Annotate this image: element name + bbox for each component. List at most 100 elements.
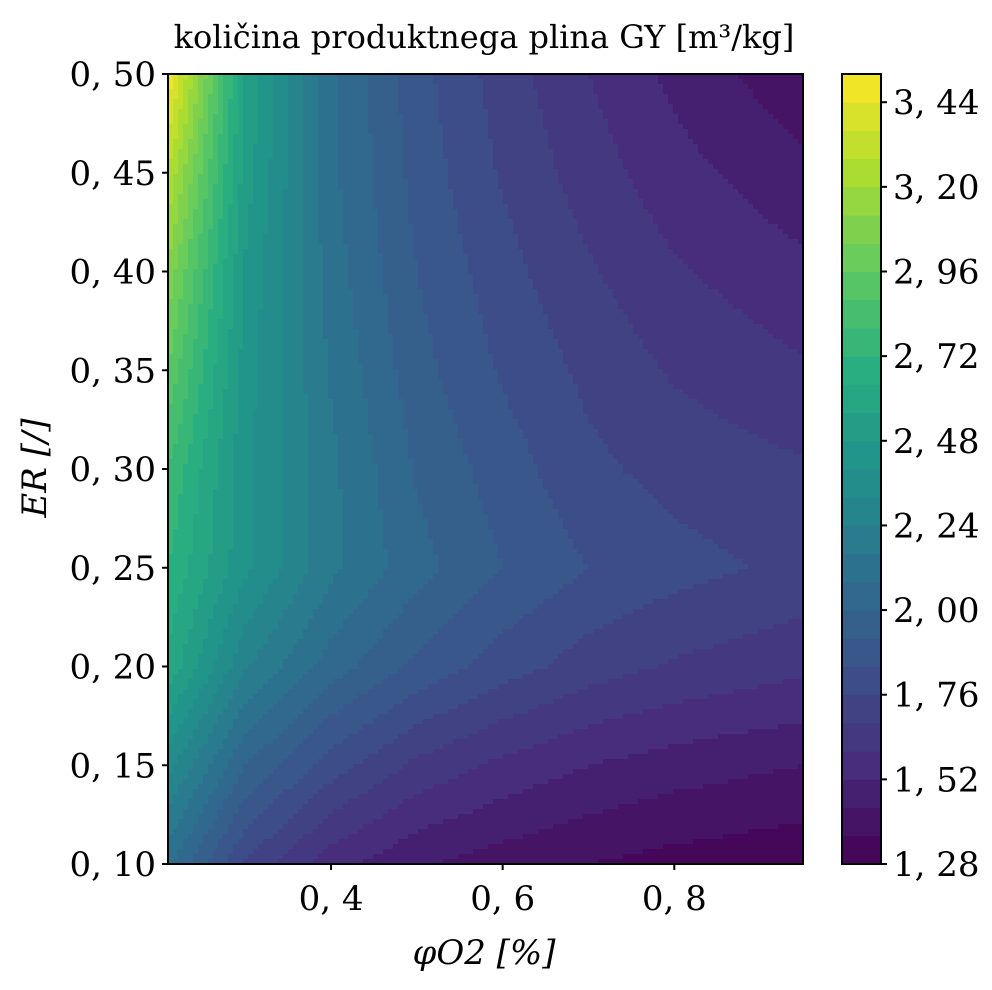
contour-cell: [533, 169, 539, 175]
contour-cell: [208, 184, 214, 190]
contour-cell: [368, 159, 374, 165]
contour-cell: [203, 179, 209, 185]
contour-cell: [343, 259, 349, 265]
contour-cell: [743, 119, 749, 125]
contour-cell: [718, 114, 724, 120]
contour-cell: [333, 204, 339, 210]
contour-cell: [248, 139, 254, 145]
contour-cell: [723, 74, 729, 80]
contour-cell: [603, 79, 609, 85]
contour-cell: [583, 74, 589, 80]
contour-cell: [268, 84, 274, 90]
contour-cell: [583, 194, 589, 200]
contour-cell: [528, 169, 534, 175]
contour-cell: [583, 154, 589, 160]
contour-cell: [308, 169, 314, 175]
contour-cell: [568, 134, 574, 140]
contour-cell: [423, 179, 429, 185]
contour-cell: [268, 219, 274, 225]
contour-cell: [268, 244, 274, 250]
contour-cell: [388, 159, 394, 165]
contour-cell: [483, 159, 489, 165]
contour-cell: [358, 149, 364, 155]
contour-cell: [793, 124, 799, 130]
contour-cell: [373, 149, 379, 155]
contour-cell: [238, 214, 244, 220]
contour-cell: [688, 224, 694, 230]
contour-cell: [518, 249, 524, 255]
contour-cell: [528, 154, 534, 160]
contour-cell: [468, 139, 474, 145]
contour-cell: [553, 234, 559, 240]
contour-cell: [598, 199, 604, 205]
contour-cell: [743, 129, 749, 135]
contour-cell: [773, 109, 779, 115]
contour-cell: [423, 104, 429, 110]
contour-cell: [388, 104, 394, 110]
contour-cell: [728, 139, 734, 145]
contour-cell: [628, 99, 634, 105]
contour-cell: [273, 179, 279, 185]
contour-cell: [583, 249, 589, 255]
contour-cell: [168, 74, 174, 80]
contour-cell: [768, 224, 774, 230]
contour-cell: [223, 244, 229, 250]
contour-cell: [363, 239, 369, 245]
contour-cell: [698, 84, 704, 90]
contour-cell: [338, 149, 344, 155]
contour-cell: [588, 249, 594, 255]
contour-cell: [333, 239, 339, 245]
contour-cell: [243, 179, 249, 185]
contour-cell: [403, 164, 409, 170]
contour-cell: [658, 209, 664, 215]
contour-cell: [193, 224, 199, 230]
contour-cell: [228, 89, 234, 95]
contour-cell: [538, 134, 544, 140]
contour-cell: [518, 189, 524, 195]
contour-cell: [278, 259, 284, 265]
contour-cell: [448, 79, 454, 85]
contour-cell: [428, 124, 434, 130]
contour-cell: [593, 179, 599, 185]
contour-cell: [578, 134, 584, 140]
contour-cell: [523, 104, 529, 110]
contour-cell: [438, 134, 444, 140]
contour-cell: [758, 94, 764, 100]
contour-cell: [658, 254, 664, 260]
contour-cell: [588, 169, 594, 175]
contour-cell: [323, 214, 329, 220]
contour-cell: [738, 79, 744, 85]
contour-cell: [378, 229, 384, 235]
contour-cell: [663, 89, 669, 95]
contour-cell: [753, 249, 759, 255]
contour-cell: [493, 114, 499, 120]
contour-cell: [773, 154, 779, 160]
contour-cell: [498, 204, 504, 210]
contour-cell: [743, 144, 749, 150]
contour-cell: [353, 244, 359, 250]
contour-cell: [623, 114, 629, 120]
contour-cell: [403, 104, 409, 110]
contour-cell: [533, 249, 539, 255]
contour-cell: [298, 139, 304, 145]
contour-cell: [643, 114, 649, 120]
contour-cell: [563, 244, 569, 250]
contour-cell: [588, 204, 594, 210]
contour-cell: [258, 74, 264, 80]
contour-cell: [413, 134, 419, 140]
contour-cell: [508, 254, 514, 260]
contour-cell: [553, 214, 559, 220]
contour-cell: [373, 104, 379, 110]
contour-cell: [388, 209, 394, 215]
contour-cell: [293, 124, 299, 130]
contour-cell: [638, 159, 644, 165]
contour-cell: [428, 184, 434, 190]
contour-cell: [428, 169, 434, 175]
contour-cell: [723, 144, 729, 150]
contour-cell: [383, 254, 389, 260]
contour-cell: [638, 164, 644, 170]
contour-cell: [288, 129, 294, 135]
contour-cell: [578, 209, 584, 215]
contour-cell: [723, 114, 729, 120]
contour-cell: [328, 264, 334, 270]
